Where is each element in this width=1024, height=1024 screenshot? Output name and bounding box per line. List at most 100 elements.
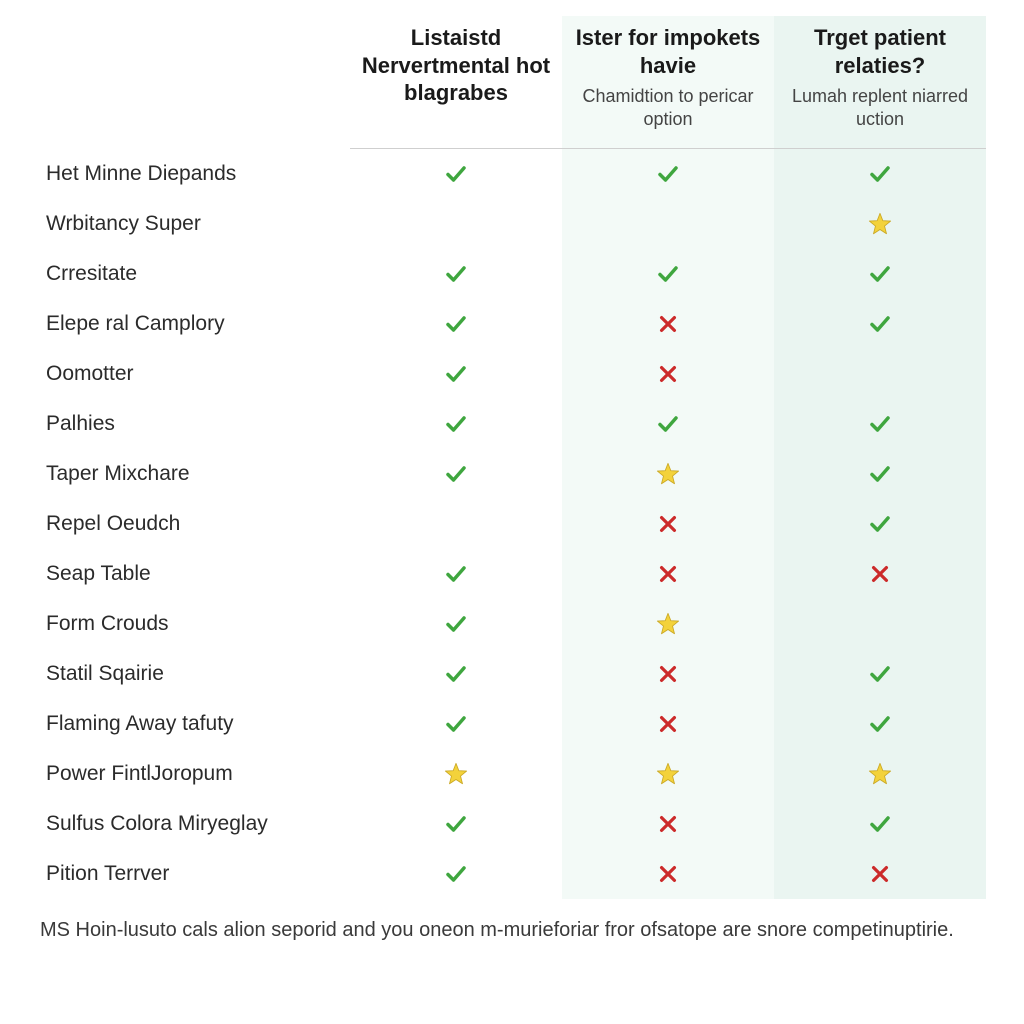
row-label: Statil Sqairie bbox=[40, 649, 350, 699]
table-cell bbox=[774, 299, 986, 349]
table-cell bbox=[562, 149, 774, 199]
table-row: Flaming Away tafuty bbox=[40, 699, 986, 749]
table-cell bbox=[562, 599, 774, 649]
check-icon bbox=[444, 612, 468, 636]
table-cell bbox=[562, 449, 774, 499]
row-label: Crresitate bbox=[40, 249, 350, 299]
table-cell bbox=[350, 349, 562, 399]
row-label: Pition Terrver bbox=[40, 849, 350, 899]
column-header: Ister for impokets havie Chamidtion to p… bbox=[562, 16, 774, 149]
table-cell bbox=[774, 349, 986, 399]
table-row: Pition Terrver bbox=[40, 849, 986, 899]
column-subtitle: Chamidtion to pericar option bbox=[570, 85, 766, 130]
table-cell bbox=[774, 399, 986, 449]
check-icon bbox=[444, 162, 468, 186]
table-cell bbox=[774, 549, 986, 599]
cross-icon bbox=[657, 813, 679, 835]
cross-icon bbox=[657, 663, 679, 685]
check-icon bbox=[444, 712, 468, 736]
check-icon bbox=[444, 362, 468, 386]
row-label: Flaming Away tafuty bbox=[40, 699, 350, 749]
table-cell bbox=[562, 249, 774, 299]
row-label: Elepe ral Camplory bbox=[40, 299, 350, 349]
table-cell bbox=[774, 849, 986, 899]
cross-icon bbox=[657, 713, 679, 735]
table-row: Power FintlJoropum bbox=[40, 749, 986, 799]
table-row: Statil Sqairie bbox=[40, 649, 986, 699]
check-icon bbox=[444, 462, 468, 486]
star-icon bbox=[655, 461, 681, 487]
table-row: Elepe ral Camplory bbox=[40, 299, 986, 349]
table-cell bbox=[774, 649, 986, 699]
table-cell bbox=[350, 499, 562, 549]
table-cell bbox=[350, 799, 562, 849]
table-cell bbox=[562, 549, 774, 599]
table-cell bbox=[774, 149, 986, 199]
star-icon bbox=[867, 761, 893, 787]
table-row: Het Minne Diepands bbox=[40, 149, 986, 199]
check-icon bbox=[868, 462, 892, 486]
table-cell bbox=[562, 799, 774, 849]
check-icon bbox=[868, 662, 892, 686]
table-cell bbox=[350, 649, 562, 699]
cross-icon bbox=[657, 313, 679, 335]
check-icon bbox=[868, 262, 892, 286]
column-title: Ister for impokets havie bbox=[570, 24, 766, 79]
row-label: Sulfus Colora Miryeglay bbox=[40, 799, 350, 849]
cross-icon bbox=[869, 563, 891, 585]
table-row: Taper Mixchare bbox=[40, 449, 986, 499]
column-subtitle: Lumah replent niarred uction bbox=[782, 85, 978, 130]
cross-icon bbox=[657, 363, 679, 385]
star-icon bbox=[443, 761, 469, 787]
check-icon bbox=[868, 312, 892, 336]
table-cell bbox=[774, 249, 986, 299]
header-spacer bbox=[40, 16, 350, 149]
star-icon bbox=[867, 211, 893, 237]
check-icon bbox=[444, 862, 468, 886]
table-body: Het Minne DiepandsWrbitancy SuperCrresit… bbox=[40, 149, 986, 899]
check-icon bbox=[444, 412, 468, 436]
check-icon bbox=[868, 512, 892, 536]
column-title: Listaistd Nervertmental hot blagrabes bbox=[358, 24, 554, 107]
check-icon bbox=[868, 162, 892, 186]
table-cell bbox=[350, 699, 562, 749]
row-label: Oomotter bbox=[40, 349, 350, 399]
row-label: Het Minne Diepands bbox=[40, 149, 350, 199]
table-row: Oomotter bbox=[40, 349, 986, 399]
table-cell bbox=[350, 199, 562, 249]
check-icon bbox=[656, 162, 680, 186]
cross-icon bbox=[657, 513, 679, 535]
table-cell bbox=[562, 199, 774, 249]
cross-icon bbox=[657, 563, 679, 585]
check-icon bbox=[656, 262, 680, 286]
row-label: Form Crouds bbox=[40, 599, 350, 649]
row-label: Wrbitancy Super bbox=[40, 199, 350, 249]
check-icon bbox=[868, 712, 892, 736]
table-cell bbox=[350, 749, 562, 799]
row-label: Repel Oeudch bbox=[40, 499, 350, 549]
check-icon bbox=[444, 562, 468, 586]
check-icon bbox=[444, 312, 468, 336]
table-row: Repel Oeudch bbox=[40, 499, 986, 549]
row-label: Seap Table bbox=[40, 549, 350, 599]
table-cell bbox=[774, 799, 986, 849]
table-cell bbox=[350, 849, 562, 899]
table-cell bbox=[350, 549, 562, 599]
cross-icon bbox=[869, 863, 891, 885]
table-cell bbox=[350, 149, 562, 199]
table-cell bbox=[774, 499, 986, 549]
table-cell bbox=[562, 699, 774, 749]
check-icon bbox=[868, 412, 892, 436]
table-cell bbox=[562, 299, 774, 349]
row-label: Taper Mixchare bbox=[40, 449, 350, 499]
check-icon bbox=[656, 412, 680, 436]
column-header: Listaistd Nervertmental hot blagrabes bbox=[350, 16, 562, 149]
table-row: Palhies bbox=[40, 399, 986, 449]
row-label: Power FintlJoropum bbox=[40, 749, 350, 799]
table-cell bbox=[562, 849, 774, 899]
table-header-row: Listaistd Nervertmental hot blagrabes Is… bbox=[40, 16, 986, 149]
comparison-table: Listaistd Nervertmental hot blagrabes Is… bbox=[40, 16, 986, 899]
check-icon bbox=[444, 812, 468, 836]
table-row: Wrbitancy Super bbox=[40, 199, 986, 249]
column-header: Trget patient relaties? Lumah replent ni… bbox=[774, 16, 986, 149]
